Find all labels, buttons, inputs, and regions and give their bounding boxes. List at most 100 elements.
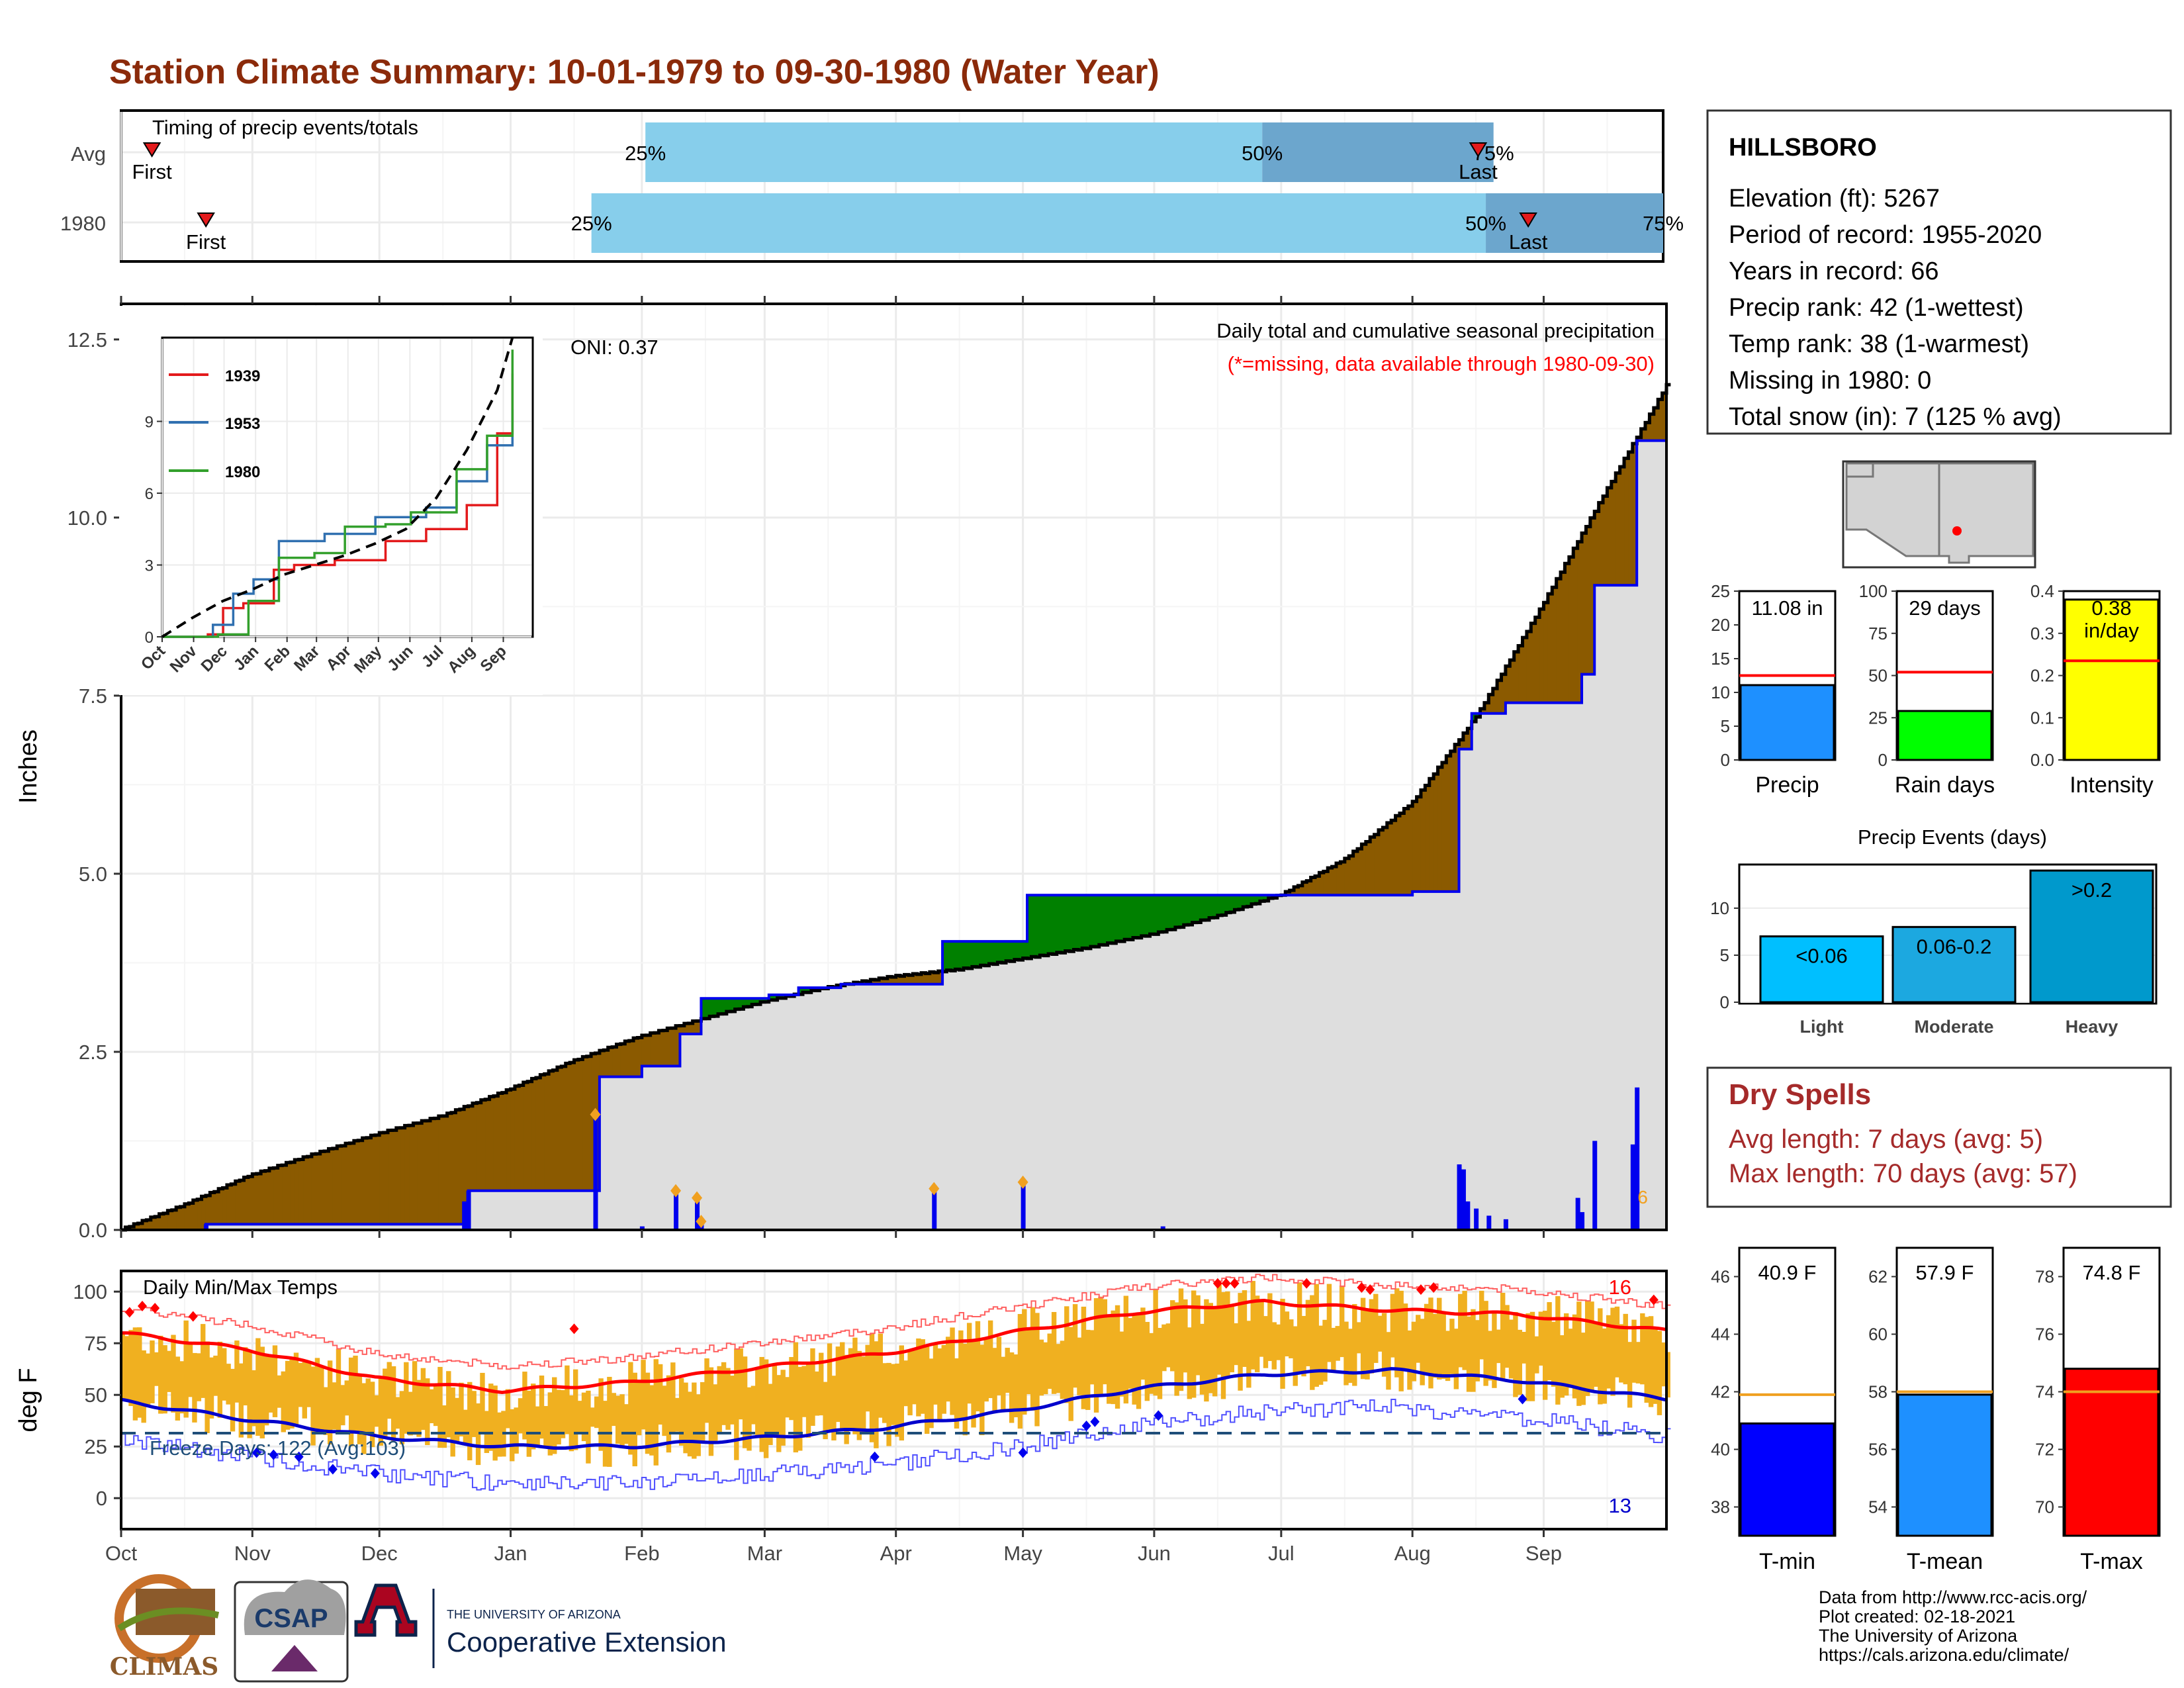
daily-temp-range: [1386, 1332, 1391, 1390]
daily-temp-range: [374, 1395, 379, 1427]
month-label: Aug: [1394, 1542, 1431, 1565]
daily-temp-range: [272, 1345, 278, 1417]
deficit-band: [409, 1125, 414, 1225]
daily-temp-range: [869, 1333, 875, 1442]
deficit-band: [197, 1199, 203, 1230]
daily-temp-range: [751, 1385, 756, 1425]
precip-events-title: Precip Events (days): [1858, 825, 2047, 849]
mini-bar-ytick-label: 75: [1868, 624, 1888, 643]
inset-ytick-label: 3: [145, 557, 154, 575]
daily-temp-range: [1517, 1329, 1522, 1395]
deficit-band: [680, 1025, 685, 1035]
daily-temp-range: [615, 1395, 621, 1444]
daily-temp-range: [1098, 1296, 1103, 1397]
daily-temp-range: [1259, 1299, 1264, 1357]
daily-temp-range: [1661, 1342, 1666, 1387]
daily-temp-range: [1009, 1352, 1015, 1423]
record-low-marker: [1518, 1393, 1527, 1405]
deficit-band: [1429, 779, 1434, 892]
daily-temp-range: [1119, 1331, 1124, 1397]
deficit-band: [163, 1213, 168, 1230]
mini-bar-value: 11.08 in: [1751, 596, 1823, 620]
deficit-band: [142, 1221, 147, 1230]
station-detail: Total snow (in): 7 (125 % avg): [1729, 403, 2062, 431]
deficit-band: [1637, 437, 1642, 441]
events-bar-moderate: [1891, 925, 2017, 1004]
deficit-band: [697, 1021, 702, 1035]
inset-series-avg: [161, 337, 514, 638]
daily-temp-range: [1043, 1342, 1048, 1395]
temp-ytick-label: 50: [85, 1383, 107, 1407]
deficit-band: [1611, 481, 1616, 586]
deficit-band: [426, 1120, 431, 1225]
deficit-band: [688, 1023, 694, 1035]
csap-cloud: [244, 1579, 346, 1635]
surplus-band: [1065, 895, 1070, 953]
daily-temp-range: [1183, 1299, 1188, 1373]
daily-temp-range: [1170, 1300, 1175, 1372]
deficit-band: [413, 1124, 418, 1225]
deficit-band: [1619, 467, 1625, 586]
month-label: Feb: [624, 1542, 659, 1565]
daily-temp-range: [852, 1337, 858, 1434]
deficit-band: [240, 1180, 245, 1225]
surplus-band: [764, 998, 770, 1002]
deficit-band: [493, 1096, 498, 1191]
events-ytick-label: 10: [1710, 898, 1729, 918]
daily-temp-range: [1157, 1327, 1163, 1399]
daily-temp-range: [1187, 1327, 1193, 1399]
daily-temp-range: [217, 1341, 223, 1418]
dry-spells-title: Dry Spells: [1729, 1078, 1871, 1111]
daily-temp-range: [780, 1370, 786, 1446]
surplus-band: [1086, 895, 1091, 949]
daily-temp-range: [1322, 1319, 1328, 1382]
mini-bar-ytick-label: 5: [1721, 716, 1730, 736]
daily-temp-range: [895, 1363, 900, 1437]
deficit-band: [316, 1153, 321, 1225]
surplus-band: [1107, 895, 1113, 945]
inset-series-1980: [162, 350, 514, 638]
precip-events-chart: Precip Events (days) <0.06 0.06-0.2 >0.2 0…: [1710, 825, 2158, 1037]
deficit-band: [604, 1050, 609, 1077]
surplus-band: [1141, 895, 1146, 937]
daily-temp-range: [1051, 1311, 1057, 1394]
deficit-band: [252, 1175, 257, 1225]
daily-temp-range: [247, 1349, 252, 1438]
deficit-band: [1328, 868, 1333, 896]
deficit-band: [582, 1058, 588, 1191]
daily-precip-bar: [1486, 1215, 1492, 1230]
daily-precip-bars: [203, 1087, 1640, 1230]
daily-temp-range: [1462, 1290, 1467, 1370]
mini-bar-ytick-label: 0.2: [2030, 666, 2054, 686]
deficit-band: [396, 1129, 401, 1225]
daily-temp-range: [128, 1330, 134, 1406]
surplus-band: [1082, 895, 1087, 949]
daily-temp-range: [865, 1344, 870, 1412]
daily-temp-range: [1572, 1314, 1578, 1399]
daily-temp-range: [823, 1382, 828, 1440]
surplus-band: [1158, 895, 1163, 933]
surplus-band: [798, 988, 803, 995]
inset-series-1939: [162, 373, 514, 638]
deficit-band: [1641, 430, 1646, 441]
deficit-band: [641, 1036, 647, 1066]
daily-temp-range: [154, 1352, 159, 1386]
temp-bar-ytick-label: 70: [2035, 1497, 2054, 1517]
surplus-band: [1150, 895, 1155, 935]
daily-temp-range: [768, 1383, 773, 1445]
daily-temp-range: [987, 1320, 993, 1399]
daily-temp-range: [522, 1372, 527, 1440]
deficit-band: [226, 1186, 232, 1225]
map-border: [1846, 463, 1874, 478]
deficit-band: [1319, 873, 1324, 896]
deficit-band: [650, 1034, 655, 1066]
temp-bar-t-min: [1739, 1422, 1835, 1537]
daily-temp-range: [201, 1324, 206, 1398]
surplus-band: [722, 998, 727, 1014]
record-high-marker: [1416, 1284, 1426, 1295]
deficit-band: [1598, 504, 1604, 586]
last-event-label: Last: [1509, 230, 1548, 254]
climas-logo: CLIMAS: [110, 1574, 220, 1681]
daily-temp-range: [1584, 1300, 1590, 1396]
deficit-band: [349, 1143, 355, 1225]
